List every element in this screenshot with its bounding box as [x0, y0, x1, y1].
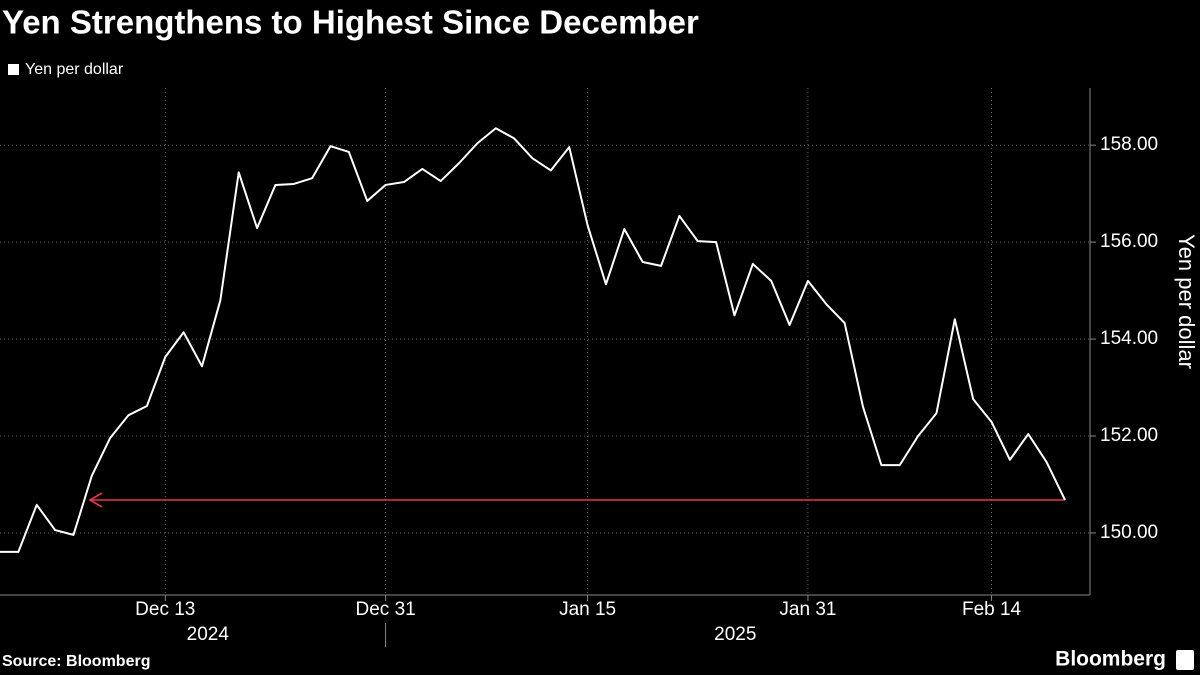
x-tick-label: Dec 13 [135, 599, 195, 620]
year-label: 2025 [714, 624, 756, 645]
y-tick-label: 156.00 [1100, 231, 1158, 252]
x-tick-label: Jan 31 [779, 599, 836, 620]
x-tick-label: Jan 15 [559, 599, 616, 620]
year-label: 2024 [187, 624, 230, 645]
y-tick-label: 154.00 [1100, 328, 1158, 349]
y-tick-label: 158.00 [1100, 134, 1158, 155]
chart-title: Yen Strengthens to Highest Since Decembe… [2, 4, 699, 41]
brand: Bloomberg [1055, 648, 1166, 671]
y-tick-label: 150.00 [1100, 522, 1158, 543]
y-tick-label: 152.00 [1100, 425, 1158, 446]
x-tick-label: Dec 31 [356, 599, 416, 620]
x-tick-label: Feb 14 [962, 599, 1022, 620]
legend-swatch [8, 64, 19, 75]
source: Source: Bloomberg [2, 653, 150, 670]
annotation-arrowhead [88, 492, 103, 508]
legend-label: Yen per dollar [25, 61, 124, 78]
brand-icon [1176, 650, 1194, 670]
y-axis-label: Yen per dollar [1174, 234, 1199, 369]
line-series [0, 127, 1066, 553]
